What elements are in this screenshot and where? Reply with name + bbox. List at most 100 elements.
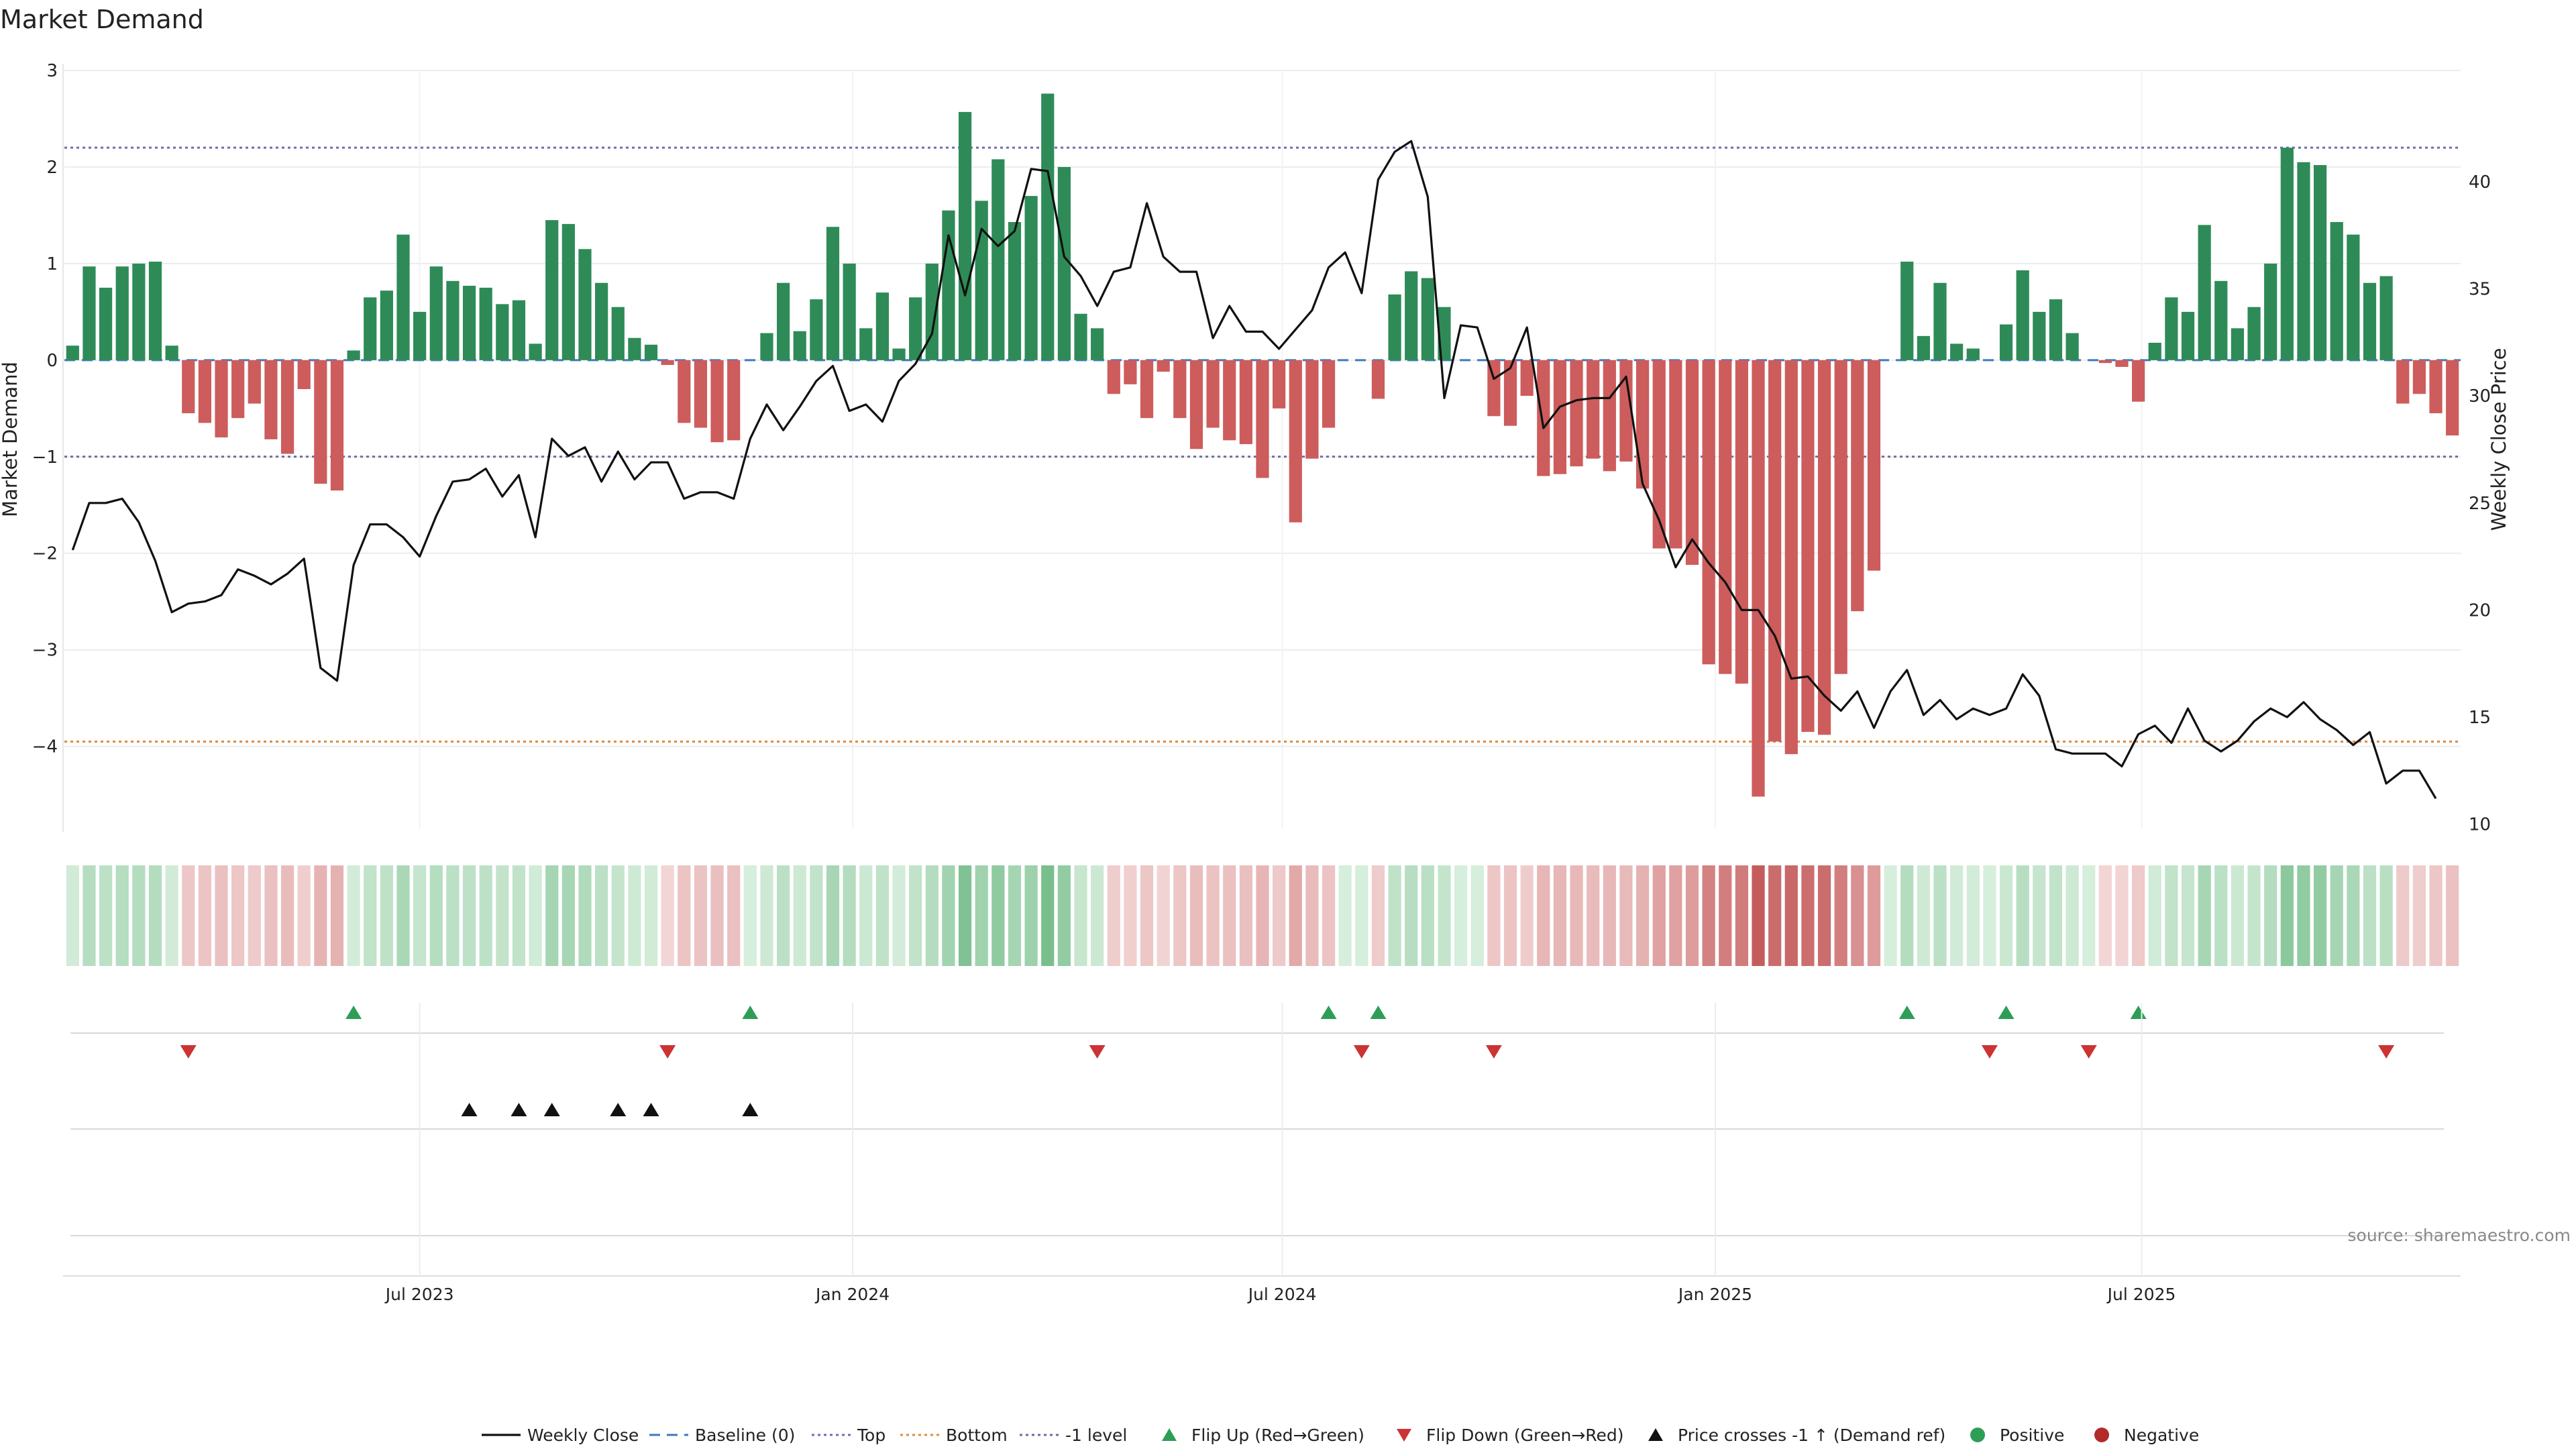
heat-cell bbox=[1735, 865, 1749, 966]
heat-cell bbox=[1851, 865, 1864, 966]
heat-cell bbox=[280, 865, 294, 966]
demand-bar-positive bbox=[380, 290, 393, 360]
legend-label: Positive bbox=[2000, 1426, 2064, 1445]
flip-up-marker bbox=[1898, 1006, 1915, 1019]
heat-cell bbox=[561, 865, 575, 966]
demand-bar-negative bbox=[1652, 360, 1666, 549]
heat-cell bbox=[1520, 865, 1534, 966]
heat-cell bbox=[1124, 865, 1137, 966]
heat-cell bbox=[991, 865, 1005, 966]
demand-bar-positive bbox=[925, 263, 938, 360]
price-cross-marker bbox=[461, 1103, 478, 1116]
demand-bar-negative bbox=[2396, 360, 2410, 404]
heat-cell bbox=[1834, 865, 1847, 966]
demand-bar-positive bbox=[479, 287, 492, 360]
legend-label: Flip Up (Red→Green) bbox=[1191, 1426, 1364, 1445]
heat-cell bbox=[909, 865, 922, 966]
heat-cell bbox=[1024, 865, 1038, 966]
demand-bar-positive bbox=[1024, 196, 1038, 360]
heat-cell bbox=[2065, 865, 2079, 966]
y2-tick-label: 35 bbox=[2469, 280, 2491, 300]
legend-swatch bbox=[1648, 1428, 1663, 1441]
heat-cell bbox=[1371, 865, 1385, 966]
heat-cell bbox=[2330, 865, 2343, 966]
heat-cell bbox=[115, 865, 129, 966]
demand-bar-positive bbox=[958, 111, 972, 360]
legend: Weekly Close Baseline (0) Top Bottom -1 leve… bbox=[482, 1426, 2199, 1445]
heat-cell bbox=[1239, 865, 1252, 966]
demand-bar-positive bbox=[396, 234, 410, 360]
heat-cell bbox=[1719, 865, 1732, 966]
demand-bar-negative bbox=[678, 360, 691, 423]
y2-tick-label: 25 bbox=[2469, 494, 2491, 514]
heat-cell bbox=[578, 865, 592, 966]
heat-cell bbox=[529, 865, 542, 966]
flip-panel bbox=[70, 1006, 2444, 1059]
demand-bar-positive bbox=[810, 299, 823, 360]
demand-bar-negative bbox=[1851, 360, 1864, 612]
y-tick-label: 3 bbox=[46, 61, 58, 81]
heat-cell bbox=[1503, 865, 1517, 966]
heat-cell bbox=[364, 865, 377, 966]
heat-cell bbox=[1405, 865, 1418, 966]
demand-bar-positive bbox=[1041, 93, 1055, 360]
heat-cell bbox=[1438, 865, 1451, 966]
price-cross-marker bbox=[742, 1103, 759, 1116]
heat-cell bbox=[413, 865, 427, 966]
demand-bar-positive bbox=[975, 201, 988, 360]
heat-cell bbox=[1752, 865, 1765, 966]
demand-bar-negative bbox=[1256, 360, 1269, 478]
heat-cell bbox=[1140, 865, 1154, 966]
demand-bar-positive bbox=[892, 348, 906, 360]
demand-bar-negative bbox=[1223, 360, 1236, 441]
heat-cell bbox=[1322, 865, 1336, 966]
legend-label: Flip Down (Green→Red) bbox=[1426, 1426, 1624, 1445]
heat-cell bbox=[628, 865, 641, 966]
demand-bar-negative bbox=[1801, 360, 1815, 733]
demand-bar-negative bbox=[1867, 360, 1881, 571]
heat-cell bbox=[2429, 865, 2443, 966]
demand-bar-positive bbox=[1091, 328, 1104, 360]
heat-cell bbox=[2049, 865, 2063, 966]
price-cross-panel bbox=[70, 1103, 2444, 1130]
demand-bar-positive bbox=[2033, 311, 2046, 360]
heat-cell bbox=[892, 865, 906, 966]
heat-cell bbox=[2379, 865, 2393, 966]
heat-cell bbox=[2181, 865, 2195, 966]
heat-cell bbox=[2016, 865, 2029, 966]
demand-bar-positive bbox=[1917, 335, 1930, 360]
heat-cell bbox=[1685, 865, 1699, 966]
demand-bar-positive bbox=[2363, 282, 2377, 360]
heat-cell bbox=[875, 865, 890, 966]
demand-bar-negative bbox=[215, 360, 228, 438]
heat-cell bbox=[2132, 865, 2145, 966]
heat-cell bbox=[1917, 865, 1930, 966]
demand-bar-negative bbox=[314, 360, 327, 484]
demand-bar-positive bbox=[496, 304, 509, 360]
demand-bar-negative bbox=[1570, 360, 1583, 467]
y-tick-label: −3 bbox=[32, 641, 58, 661]
heat-cell bbox=[743, 865, 757, 966]
demand-bar-positive bbox=[132, 263, 146, 360]
heat-cell bbox=[1041, 865, 1055, 966]
demand-bar-positive bbox=[2181, 311, 2195, 360]
demand-bar-positive bbox=[991, 159, 1005, 360]
demand-bar-negative bbox=[1719, 360, 1732, 674]
heat-cell bbox=[1900, 865, 1914, 966]
demand-bar-negative bbox=[1635, 360, 1650, 489]
heat-cell bbox=[1933, 865, 1947, 966]
demand-bar-negative bbox=[1752, 360, 1765, 797]
heat-cell bbox=[2363, 865, 2377, 966]
demand-bar-positive bbox=[843, 263, 856, 360]
heat-cell bbox=[429, 865, 443, 966]
heat-cell bbox=[1983, 865, 1996, 966]
demand-bar-negative bbox=[2412, 360, 2426, 394]
demand-bar-positive bbox=[2231, 328, 2245, 360]
demand-bar-negative bbox=[661, 360, 674, 366]
demand-bar-positive bbox=[595, 282, 608, 360]
demand-bar-positive bbox=[66, 345, 79, 360]
heat-cell bbox=[1305, 865, 1319, 966]
y-axis-label: Market Demand bbox=[0, 362, 21, 517]
demand-bar-negative bbox=[231, 360, 245, 419]
legend-label: Weekly Close bbox=[527, 1426, 639, 1445]
